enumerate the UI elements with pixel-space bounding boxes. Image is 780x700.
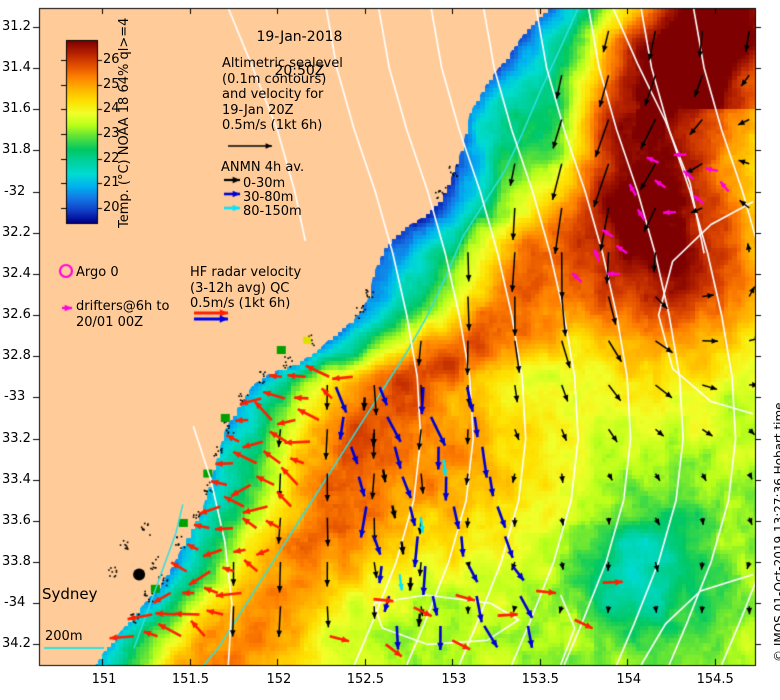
y-tick-label-7: 32.6 <box>2 307 31 323</box>
scale-bar-label: 200m <box>45 629 83 644</box>
altimetry-legend-text: Altimetric sealevel (0.1m contours) and … <box>222 56 343 133</box>
y-tick-label-9: -33 <box>4 389 26 405</box>
drifters-legend-label: drifters@6h to 20/01 00Z <box>76 299 170 330</box>
anmn-legend-item-0-30m: 0-30m <box>243 176 286 191</box>
colorbar-tick-26: 26 <box>103 51 120 67</box>
colorbar-label: Temp. (°C) NOAA 18 64% ql>=4 <box>117 17 132 228</box>
anmn-legend-item-80-150m: 80-150m <box>243 204 302 219</box>
colorbar-tick-22: 22 <box>103 150 120 166</box>
colorbar-tick-20: 20 <box>103 200 120 216</box>
title-date: 19-Jan-2018 <box>256 29 343 45</box>
y-tick-label-13: 33.8 <box>2 554 31 570</box>
y-tick-label-10: 33.2 <box>2 430 31 446</box>
x-tick-label-7: 154.5 <box>696 672 734 687</box>
y-tick-label-0: 31.2 <box>2 18 31 34</box>
title-time: 20:50Z <box>274 63 325 79</box>
y-tick-label-15: 34.2 <box>2 636 31 652</box>
x-tick-label-5: 153.5 <box>521 672 559 687</box>
y-tick-label-3: 31.8 <box>2 142 31 158</box>
colorbar-tick-23: 23 <box>103 125 120 141</box>
y-tick-label-8: 32.8 <box>2 348 31 364</box>
x-tick-label-1: 151.5 <box>171 672 210 687</box>
y-tick-label-2: 31.6 <box>2 101 31 117</box>
hf-radar-legend-text: HF radar velocity (3-12h avg) QC 0.5m/s … <box>190 265 302 311</box>
x-tick-label-3: 152.5 <box>346 672 384 687</box>
x-tick-label-2: 152 <box>266 672 292 687</box>
place-label-sydney: Sydney <box>42 585 98 603</box>
y-tick-label-1: 31.4 <box>2 59 31 75</box>
x-tick-label-4: 153 <box>441 672 467 687</box>
y-tick-label-5: 32.2 <box>2 224 31 240</box>
y-tick-label-4: -32 <box>4 183 26 199</box>
anmn-legend-item-30-80m: 30-80m <box>243 190 294 205</box>
copyright-text: © IMOS 01-Oct-2019 13:27:36 Hobart time <box>772 402 780 662</box>
anmn-legend-title: ANMN 4h av. <box>221 160 305 175</box>
y-tick-label-14: -34 <box>4 595 26 611</box>
y-tick-label-12: 33.6 <box>2 512 31 528</box>
colorbar-tick-25: 25 <box>103 76 120 92</box>
y-tick-label-11: 33.4 <box>2 471 31 487</box>
y-tick-label-6: 32.4 <box>2 265 31 281</box>
argo-legend-label: Argo 0 <box>76 265 119 280</box>
colorbar-tick-24: 24 <box>103 101 120 117</box>
colorbar-tick-21: 21 <box>103 175 120 191</box>
figure-title: 19-Jan-2018 20:50Z <box>218 12 363 97</box>
x-tick-label-0: 151 <box>91 672 117 687</box>
x-tick-label-6: 154 <box>616 672 642 687</box>
